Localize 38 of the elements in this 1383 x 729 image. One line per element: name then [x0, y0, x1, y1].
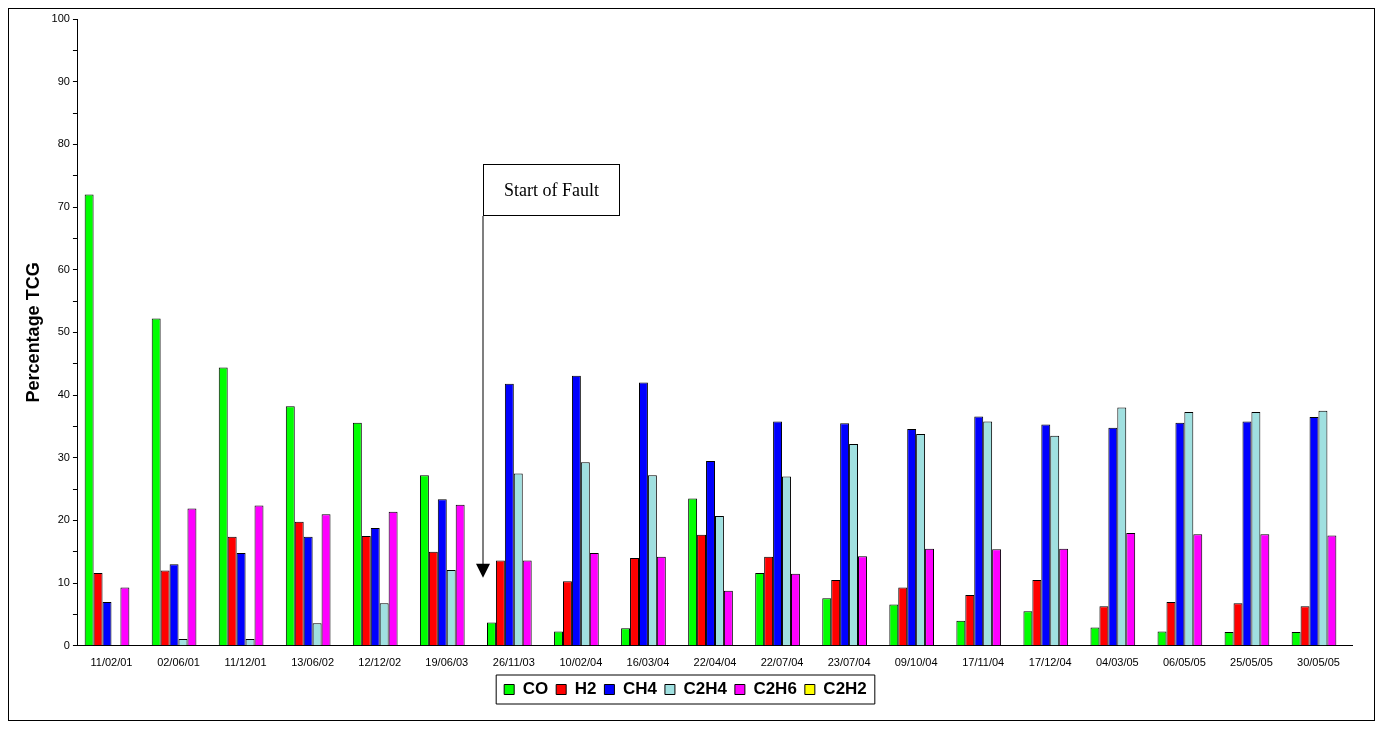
x-tick-label: 17/12/04	[1028, 656, 1072, 669]
legend-label: CH4	[622, 679, 658, 699]
x-tick-label: 12/12/02	[358, 656, 402, 669]
x-tick-label: 02/06/01	[157, 656, 200, 669]
legend-label: H2	[574, 679, 597, 699]
x-tick-label: 30/05/05	[1297, 656, 1340, 669]
y-tick-label: 0	[63, 638, 70, 651]
y-tick-label: 10	[57, 576, 70, 589]
x-tick-label: 26/11/03	[492, 656, 535, 669]
legend-label: C2H4	[683, 679, 728, 699]
y-axis-title: Percentage TCG	[22, 262, 43, 403]
y-tick-label: 70	[57, 200, 70, 213]
x-tick-label: 22/04/04	[693, 656, 737, 669]
y-tick-label: 50	[57, 325, 70, 338]
y-tick-label: 80	[57, 137, 70, 150]
x-tick-label: 04/03/05	[1095, 656, 1139, 669]
legend-label: C2H6	[753, 679, 797, 699]
y-tick-label: 100	[51, 12, 70, 25]
x-tick-label: 13/06/02	[291, 656, 335, 669]
x-tick-label: 09/10/04	[894, 656, 938, 669]
annotation: Start of Fault	[483, 164, 621, 216]
y-tick-label: 30	[57, 450, 70, 463]
x-tick-label: 10/02/04	[559, 656, 603, 669]
x-tick-label: 25/05/05	[1230, 656, 1273, 669]
x-tick-label: 17/11/04	[962, 656, 1005, 669]
y-tick-label: 90	[57, 74, 70, 87]
x-tick-label: 23/07/04	[827, 656, 871, 669]
y-tick-label: 60	[57, 262, 70, 275]
legend-label: C2H2	[823, 679, 867, 699]
x-tick-label: 19/06/03	[425, 656, 469, 669]
y-tick-label: 40	[57, 388, 70, 401]
x-tick-label: 11/12/01	[224, 656, 267, 669]
x-tick-label: 11/02/01	[90, 656, 133, 669]
y-tick-label: 20	[57, 513, 70, 526]
x-tick-label: 06/05/05	[1162, 656, 1206, 669]
x-tick-label: 16/03/04	[626, 656, 670, 669]
legend-label: CO	[522, 679, 549, 699]
x-tick-label: 22/07/04	[760, 656, 804, 669]
